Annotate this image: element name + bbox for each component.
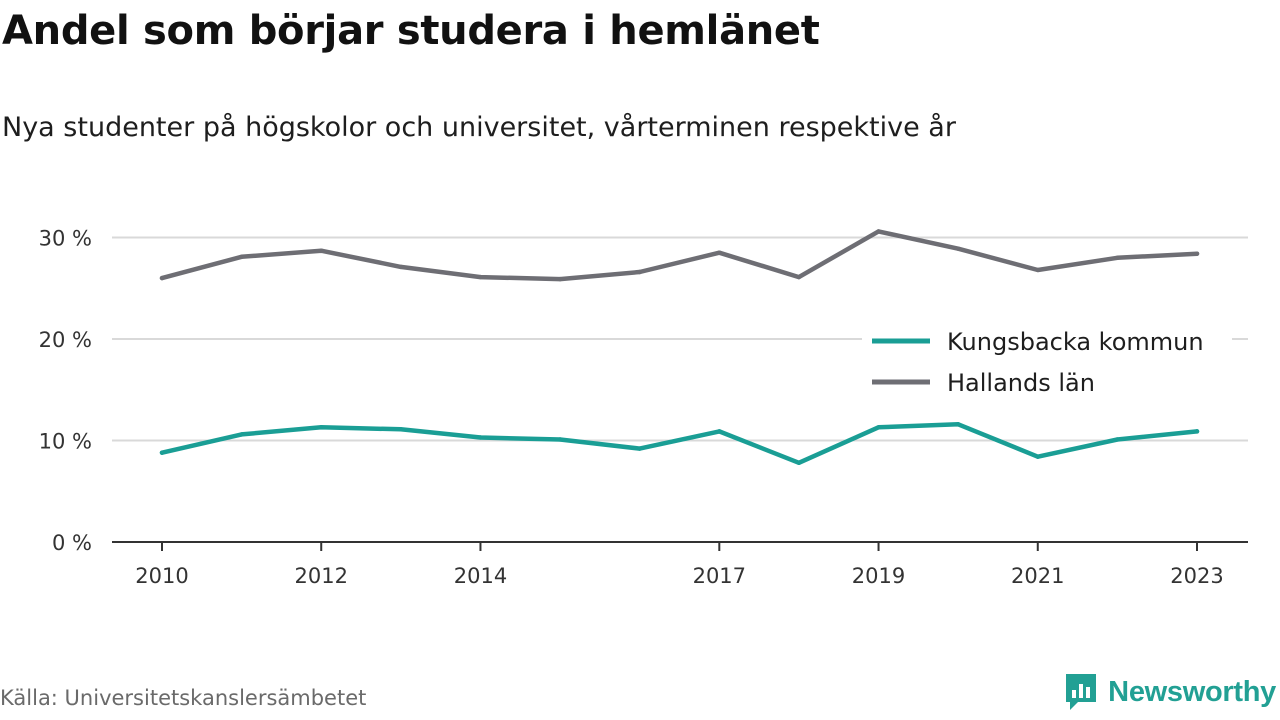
newsworthy-logo: Newsworthy bbox=[1064, 672, 1276, 712]
x-tick-label: 2012 bbox=[295, 564, 348, 588]
data-point bbox=[796, 274, 802, 280]
data-point bbox=[955, 246, 961, 251]
x-tick-label: 2017 bbox=[693, 564, 746, 588]
data-point bbox=[319, 248, 324, 253]
data-point bbox=[159, 275, 165, 281]
data-point bbox=[319, 425, 324, 430]
data-point bbox=[239, 432, 244, 437]
data-point bbox=[1194, 251, 1200, 256]
x-tick-label: 2023 bbox=[1170, 564, 1223, 588]
legend-background bbox=[862, 320, 1232, 400]
data-point bbox=[239, 254, 244, 259]
data-point bbox=[637, 446, 642, 451]
y-axis-tick-labels: 0 % 10 % 20 % 30 % bbox=[39, 227, 92, 556]
series-line bbox=[159, 422, 1200, 466]
series-line bbox=[159, 229, 1200, 282]
brand-name: Newsworthy bbox=[1108, 675, 1276, 708]
data-point bbox=[876, 425, 881, 430]
x-tick-label: 2019 bbox=[852, 564, 905, 588]
data-point bbox=[159, 450, 165, 455]
legend-label: Hallands län bbox=[947, 369, 1095, 397]
data-point bbox=[955, 422, 961, 427]
legend-label: Kungsbacka kommun bbox=[947, 328, 1204, 356]
chart-title: Andel som börjar studera i hemlänet bbox=[2, 8, 820, 54]
data-point bbox=[796, 460, 802, 466]
source-note: Källa: Universitetskanslersämbetet bbox=[0, 686, 367, 710]
data-point bbox=[478, 435, 483, 440]
x-tick-label: 2010 bbox=[135, 564, 188, 588]
legend: Kungsbacka kommun Hallands län bbox=[862, 320, 1232, 400]
data-point bbox=[1035, 454, 1040, 459]
y-tick-label: 30 % bbox=[39, 227, 92, 251]
y-tick-label: 0 % bbox=[52, 531, 92, 555]
x-axis-tick-labels: 2010 2012 2014 2017 2019 2021 2023 bbox=[135, 564, 1223, 588]
series-lines bbox=[159, 229, 1200, 466]
data-point bbox=[557, 437, 563, 442]
data-point bbox=[637, 269, 642, 275]
x-axis bbox=[112, 541, 1248, 551]
x-tick-label: 2014 bbox=[454, 564, 507, 588]
newsworthy-logo-icon bbox=[1066, 674, 1097, 710]
chart-subtitle: Nya studenter på högskolor och universit… bbox=[2, 112, 956, 143]
y-tick-label: 10 % bbox=[39, 430, 92, 454]
data-point bbox=[398, 264, 404, 270]
y-tick-label: 20 % bbox=[39, 328, 92, 352]
data-point bbox=[717, 429, 722, 434]
data-point bbox=[557, 276, 563, 282]
data-point bbox=[1035, 267, 1040, 273]
data-point bbox=[1115, 255, 1120, 260]
data-point bbox=[1115, 437, 1120, 442]
data-point bbox=[478, 274, 483, 280]
data-point bbox=[876, 229, 881, 234]
data-point bbox=[1194, 429, 1200, 434]
data-point bbox=[398, 427, 404, 432]
data-point bbox=[717, 250, 722, 255]
x-tick-label: 2021 bbox=[1011, 564, 1064, 588]
